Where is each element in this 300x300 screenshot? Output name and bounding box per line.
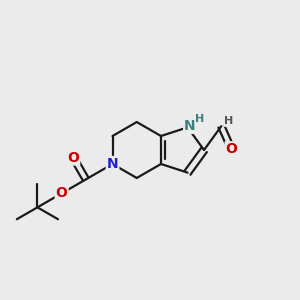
Text: O: O xyxy=(226,142,238,156)
Text: H: H xyxy=(195,114,205,124)
Text: O: O xyxy=(68,151,79,165)
Text: N: N xyxy=(107,157,118,171)
Text: H: H xyxy=(224,116,233,126)
Text: N: N xyxy=(184,119,196,133)
Text: O: O xyxy=(56,186,68,200)
